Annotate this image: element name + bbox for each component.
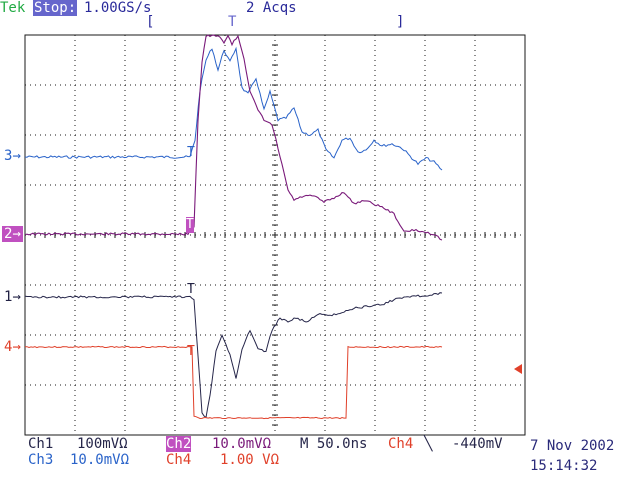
timebase: M 50.0ns bbox=[300, 436, 368, 452]
ch3-label: Ch3 bbox=[28, 452, 54, 468]
ch4-waveform bbox=[24, 345, 443, 420]
capture-date: 7 Nov 2002 bbox=[530, 438, 615, 454]
record-bracket-right: ] bbox=[396, 14, 405, 30]
ch1-trigger-marker: T bbox=[187, 282, 195, 297]
ch1-waveform bbox=[24, 292, 443, 419]
run-state-badge: Stop: bbox=[33, 0, 78, 16]
ch3-scale: 10.0mVΩ bbox=[70, 452, 130, 468]
ch2-label: Ch2 bbox=[166, 436, 192, 452]
falling-edge-icon: ╲ bbox=[424, 436, 433, 452]
graticule bbox=[24, 34, 526, 436]
brand-label: Tek bbox=[0, 0, 26, 16]
ch2-trigger-marker: T bbox=[186, 217, 194, 233]
capture-time: 15:14:32 bbox=[530, 458, 598, 474]
ch2-scale: 10.0mVΩ bbox=[212, 436, 272, 452]
ch4-scale: 1.00 VΩ bbox=[220, 452, 280, 468]
ch4-trigger-marker: T bbox=[187, 344, 195, 359]
trigger-level: -440mV bbox=[452, 436, 503, 452]
ch1-scale: 100mVΩ bbox=[77, 436, 128, 452]
trigger-level-arrow-icon bbox=[514, 364, 522, 374]
ch3-trigger-marker: T bbox=[187, 145, 195, 160]
waveform-traces bbox=[24, 34, 443, 420]
ch2-waveform bbox=[24, 34, 443, 241]
trigger-source: Ch4 bbox=[388, 436, 414, 452]
trigger-position-marker: T bbox=[228, 14, 237, 30]
acquisition-count: 2 Acqs bbox=[246, 0, 297, 16]
ch3-ground-marker: 3→ bbox=[4, 148, 21, 164]
sample-rate: 1.00GS/s bbox=[84, 0, 152, 16]
ch2-ground-marker: 2→ bbox=[2, 226, 23, 242]
ch3-waveform bbox=[24, 46, 443, 171]
ch4-ground-marker: 4→ bbox=[4, 339, 21, 355]
record-bracket-left: [ bbox=[146, 14, 155, 30]
ch1-label: Ch1 bbox=[28, 436, 54, 452]
ch4-label: Ch4 bbox=[166, 452, 192, 468]
ch1-ground-marker: 1→ bbox=[4, 289, 21, 305]
